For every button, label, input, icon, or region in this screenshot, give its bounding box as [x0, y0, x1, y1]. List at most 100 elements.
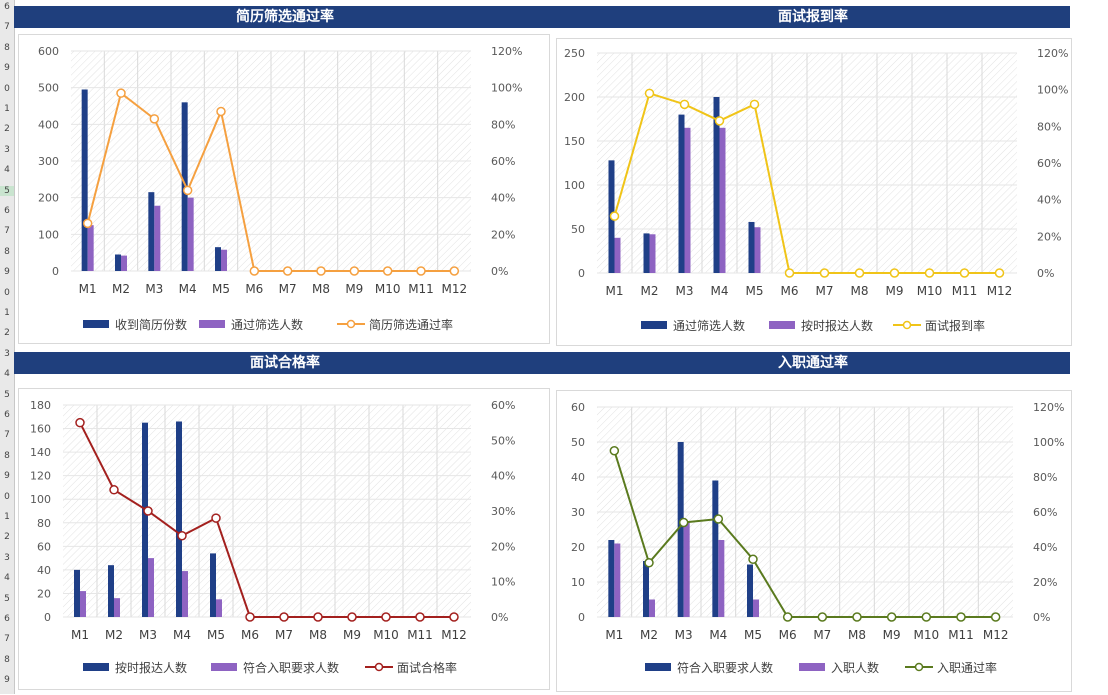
row-number[interactable]: 8	[4, 654, 10, 665]
row-number[interactable]: 8	[4, 42, 10, 53]
row-number[interactable]: 8	[4, 246, 10, 257]
y2-tick-label: 60%	[1037, 157, 1061, 170]
row-number[interactable]: 4	[4, 369, 10, 380]
line-marker	[714, 116, 725, 126]
bar	[683, 522, 690, 617]
bar	[753, 599, 759, 617]
row-number[interactable]: 0	[4, 287, 10, 298]
line-marker	[116, 88, 126, 98]
bar	[643, 233, 650, 273]
x-tick-label: M11	[407, 628, 433, 642]
y2-tick-label: 100%	[1037, 84, 1068, 97]
row-number[interactable]: 7	[4, 430, 10, 441]
row-number[interactable]: 4	[4, 165, 10, 176]
chart-panel-resume-screening[interactable]: 0 100 200 300 400 500 600 0% 20% 40% 60% 80% 100% 120…	[18, 34, 550, 344]
y-tick-label: 60	[571, 401, 585, 414]
bar	[649, 599, 655, 617]
row-number[interactable]: 1	[4, 104, 10, 114]
combo-chart-svg: 0 50 100 150 200 250 0% 20% 40% 60% 80% 100% 120% M1 M…	[564, 47, 1068, 333]
y2-tick-label: 120%	[491, 45, 522, 58]
x-tick-label: M10	[375, 282, 401, 296]
y2-tick-label: 20%	[1033, 576, 1057, 589]
bar	[221, 249, 227, 271]
row-number[interactable]: 6	[4, 614, 10, 624]
x-tick-label: M5	[207, 628, 225, 642]
legend-label: 通过筛选人数	[673, 318, 745, 333]
row-number[interactable]: 2	[4, 124, 10, 135]
x-tick-label: M2	[641, 284, 659, 298]
y2-tick-label: 20%	[1037, 230, 1061, 243]
line-marker	[679, 99, 690, 110]
row-number[interactable]: 8	[4, 450, 10, 461]
x-tick-label: M10	[917, 284, 943, 298]
row-number[interactable]: 5	[4, 593, 10, 604]
chart-panel-onboarding-pass[interactable]: 0 10 20 30 40 50 60 0% 20% 40% 60% 80% 100% 120% M1 M2 M…	[556, 390, 1072, 692]
row-number[interactable]: 3	[4, 144, 10, 155]
x-tick-label: M7	[813, 628, 831, 642]
row-number[interactable]: 5	[0, 185, 14, 196]
x-tick-label: M5	[746, 284, 764, 298]
y-tick-label: 180	[30, 399, 51, 412]
row-number[interactable]: 3	[4, 348, 10, 359]
chart-panel-interview-pass[interactable]: 0 20 40 60 80 100 120 140 160 180 0% 10% 20% 30% 40% 50…	[18, 388, 550, 690]
row-number[interactable]: 0	[4, 491, 10, 502]
line-marker	[994, 268, 1005, 278]
spreadsheet-row-header: 6 7 8 9 0 1 2 3 4 5 6 7 8 9 0 1 2 3 4 5 6 7 8 9 0 1 2 3 4 5 6 7 8 9	[0, 0, 15, 694]
row-number[interactable]: 1	[4, 512, 10, 522]
row-number[interactable]: 9	[4, 267, 10, 278]
y-tick-label: 80	[37, 517, 51, 530]
row-number[interactable]: 2	[4, 328, 10, 339]
x-tick-label: M5	[744, 628, 762, 642]
x-tick-label: M11	[948, 628, 974, 642]
line-marker	[609, 211, 620, 221]
line-marker	[415, 612, 425, 622]
row-number[interactable]: 9	[4, 675, 10, 686]
y-tick-label: 10	[571, 576, 585, 589]
row-number[interactable]: 7	[4, 22, 10, 33]
line-series	[613, 450, 996, 618]
bar	[712, 480, 719, 617]
y2-tick-label: 10%	[491, 576, 515, 589]
row-number[interactable]: 6	[4, 410, 10, 420]
y-tick-label: 100	[38, 228, 59, 241]
row-number[interactable]: 7	[4, 634, 10, 645]
bar	[216, 599, 222, 617]
x-tick-label: M10	[914, 628, 940, 642]
row-number[interactable]: 5	[4, 389, 10, 400]
line-marker	[924, 268, 935, 278]
x-tick-label: M4	[173, 628, 191, 642]
x-tick-label: M7	[275, 628, 293, 642]
y-tick-label: 50	[571, 436, 585, 449]
row-number[interactable]: 0	[4, 83, 10, 94]
row-number[interactable]: 6	[4, 2, 10, 12]
row-number[interactable]: 3	[4, 552, 10, 563]
chart-panel-interview-attendance[interactable]: 0 50 100 150 200 250 0% 20% 40% 60% 80% 100% 120% M1 M…	[556, 38, 1072, 346]
bar	[115, 254, 121, 271]
chart-title-band: 入职通过率	[556, 352, 1070, 374]
row-number[interactable]: 1	[4, 308, 10, 318]
row-number[interactable]: 6	[4, 206, 10, 216]
line-marker	[249, 266, 260, 276]
line-marker	[211, 513, 221, 523]
x-tick-label: M3	[676, 284, 694, 298]
y2-tick-label: 0%	[1037, 267, 1054, 280]
line-marker	[382, 266, 393, 276]
row-number[interactable]: 4	[4, 573, 10, 584]
line-marker	[282, 266, 293, 276]
row-number[interactable]: 9	[4, 471, 10, 482]
y-tick-label: 140	[30, 446, 51, 459]
row-number[interactable]: 9	[4, 63, 10, 74]
y2-tick-label: 0%	[1033, 611, 1050, 624]
chart-title: 简历筛选通过率	[236, 9, 334, 25]
x-tick-label: M3	[675, 628, 693, 642]
y2-tick-label: 0%	[491, 265, 508, 278]
y2-tick-label: 40%	[491, 192, 515, 205]
line-marker	[449, 612, 459, 622]
row-number[interactable]: 2	[4, 532, 10, 543]
x-tick-label: M4	[709, 628, 727, 642]
y2-tick-label: 20%	[491, 228, 515, 241]
row-number[interactable]: 7	[4, 226, 10, 237]
bar	[719, 127, 726, 273]
legend-label: 按时报达人数	[115, 660, 187, 675]
legend-label: 符合入职要求人数	[677, 660, 773, 675]
